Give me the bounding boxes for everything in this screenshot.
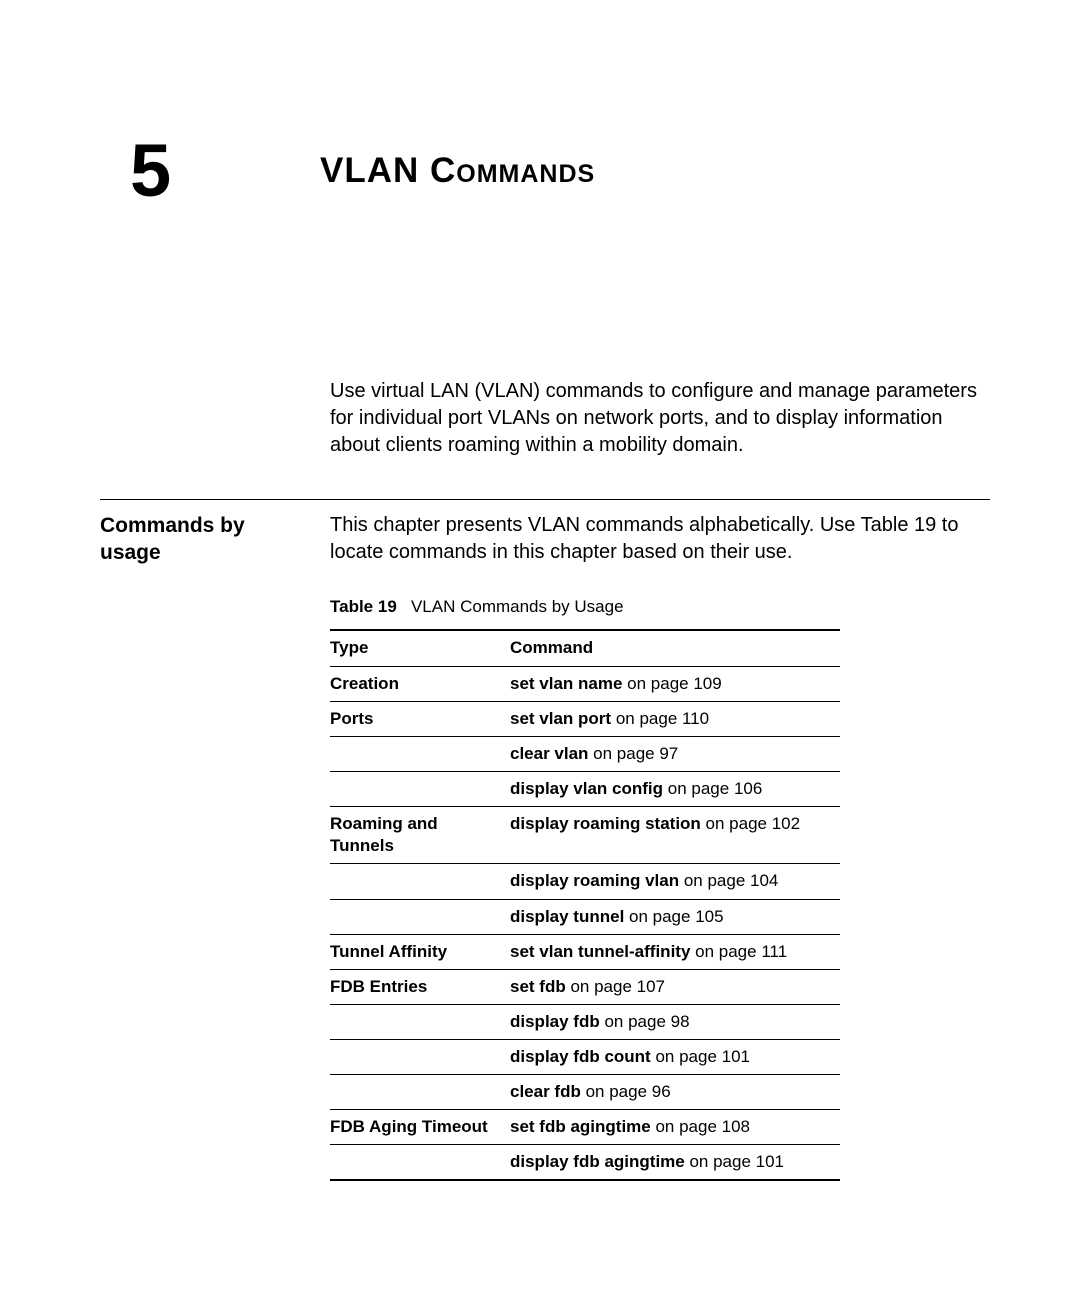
cell-type [330, 1145, 510, 1181]
command-page-ref: on page 97 [588, 744, 678, 763]
command-name: display fdb count [510, 1047, 651, 1066]
command-name: display fdb agingtime [510, 1152, 685, 1171]
table-row: Creationset vlan name on page 109 [330, 666, 840, 701]
command-page-ref: on page 98 [600, 1012, 690, 1031]
cell-command: display roaming vlan on page 104 [510, 864, 840, 899]
command-name: display fdb [510, 1012, 600, 1031]
command-page-ref: on page 101 [685, 1152, 784, 1171]
section-commands-by-usage: Commands by usage This chapter presents … [100, 512, 990, 1181]
table-row: FDB Entriesset fdb on page 107 [330, 969, 840, 1004]
cell-type: Ports [330, 701, 510, 736]
col-header-command: Command [510, 630, 840, 666]
cell-command: set fdb on page 107 [510, 969, 840, 1004]
table-row: Tunnel Affinityset vlan tunnel-affinity … [330, 934, 840, 969]
table-caption: Table 19 VLAN Commands by Usage [330, 596, 990, 619]
command-name: set vlan tunnel-affinity [510, 942, 690, 961]
cell-type: Roaming and Tunnels [330, 807, 510, 864]
chapter-header: 5 VLAN Commands [100, 140, 990, 208]
command-name: display roaming station [510, 814, 701, 833]
cell-type [330, 1075, 510, 1110]
cell-command: clear fdb on page 96 [510, 1075, 840, 1110]
command-page-ref: on page 101 [651, 1047, 750, 1066]
cell-command: display roaming station on page 102 [510, 807, 840, 864]
cell-type [330, 1039, 510, 1074]
table-row: display fdb count on page 101 [330, 1039, 840, 1074]
command-page-ref: on page 109 [622, 674, 721, 693]
command-name: clear fdb [510, 1082, 581, 1101]
cell-type [330, 772, 510, 807]
cell-command: display fdb on page 98 [510, 1004, 840, 1039]
table-row: Portsset vlan port on page 110 [330, 701, 840, 736]
table-row: Roaming and Tunnelsdisplay roaming stati… [330, 807, 840, 864]
cell-command: set fdb agingtime on page 108 [510, 1110, 840, 1145]
cell-command: display tunnel on page 105 [510, 899, 840, 934]
cell-command: set vlan tunnel-affinity on page 111 [510, 934, 840, 969]
command-page-ref: on page 110 [611, 709, 709, 728]
cell-command: set vlan port on page 110 [510, 701, 840, 736]
command-name: display vlan config [510, 779, 663, 798]
table-row: FDB Aging Timeoutset fdb agingtime on pa… [330, 1110, 840, 1145]
chapter-number: 5 [100, 134, 320, 208]
command-name: set vlan port [510, 709, 611, 728]
command-page-ref: on page 102 [701, 814, 800, 833]
cell-command: display vlan config on page 106 [510, 772, 840, 807]
table-caption-label: Table 19 [330, 597, 397, 616]
cell-command: set vlan name on page 109 [510, 666, 840, 701]
cell-type [330, 737, 510, 772]
command-page-ref: on page 105 [624, 907, 723, 926]
table-body: Creationset vlan name on page 109Portsse… [330, 666, 840, 1180]
cell-command: display fdb agingtime on page 101 [510, 1145, 840, 1181]
command-page-ref: on page 111 [690, 942, 787, 961]
table-row: display fdb on page 98 [330, 1004, 840, 1039]
table-caption-text: VLAN Commands by Usage [411, 597, 624, 616]
command-name: display tunnel [510, 907, 624, 926]
table-row: clear fdb on page 96 [330, 1075, 840, 1110]
intro-paragraph: Use virtual LAN (VLAN) commands to confi… [330, 378, 990, 459]
command-page-ref: on page 104 [679, 871, 778, 890]
table-row: display roaming vlan on page 104 [330, 864, 840, 899]
cell-type [330, 899, 510, 934]
section-divider [100, 499, 990, 500]
command-name: display roaming vlan [510, 871, 679, 890]
table-row: display tunnel on page 105 [330, 899, 840, 934]
section-heading: Commands by usage [100, 512, 330, 567]
command-name: set fdb [510, 977, 566, 996]
cell-command: clear vlan on page 97 [510, 737, 840, 772]
table-row: clear vlan on page 97 [330, 737, 840, 772]
command-page-ref: on page 96 [581, 1082, 671, 1101]
section-text: This chapter presents VLAN commands alph… [330, 512, 990, 566]
command-page-ref: on page 106 [663, 779, 762, 798]
col-header-type: Type [330, 630, 510, 666]
table-header-row: Type Command [330, 630, 840, 666]
cell-type [330, 864, 510, 899]
command-page-ref: on page 108 [651, 1117, 750, 1136]
chapter-title: VLAN Commands [320, 140, 595, 191]
section-body: This chapter presents VLAN commands alph… [330, 512, 990, 1181]
command-name: clear vlan [510, 744, 588, 763]
cell-type: Creation [330, 666, 510, 701]
command-name: set vlan name [510, 674, 622, 693]
cell-type: Tunnel Affinity [330, 934, 510, 969]
cell-type: FDB Aging Timeout [330, 1110, 510, 1145]
command-name: set fdb agingtime [510, 1117, 651, 1136]
table-row: display vlan config on page 106 [330, 772, 840, 807]
cell-command: display fdb count on page 101 [510, 1039, 840, 1074]
cell-type: FDB Entries [330, 969, 510, 1004]
vlan-commands-table: Type Command Creationset vlan name on pa… [330, 629, 840, 1181]
command-page-ref: on page 107 [566, 977, 665, 996]
cell-type [330, 1004, 510, 1039]
table-row: display fdb agingtime on page 101 [330, 1145, 840, 1181]
